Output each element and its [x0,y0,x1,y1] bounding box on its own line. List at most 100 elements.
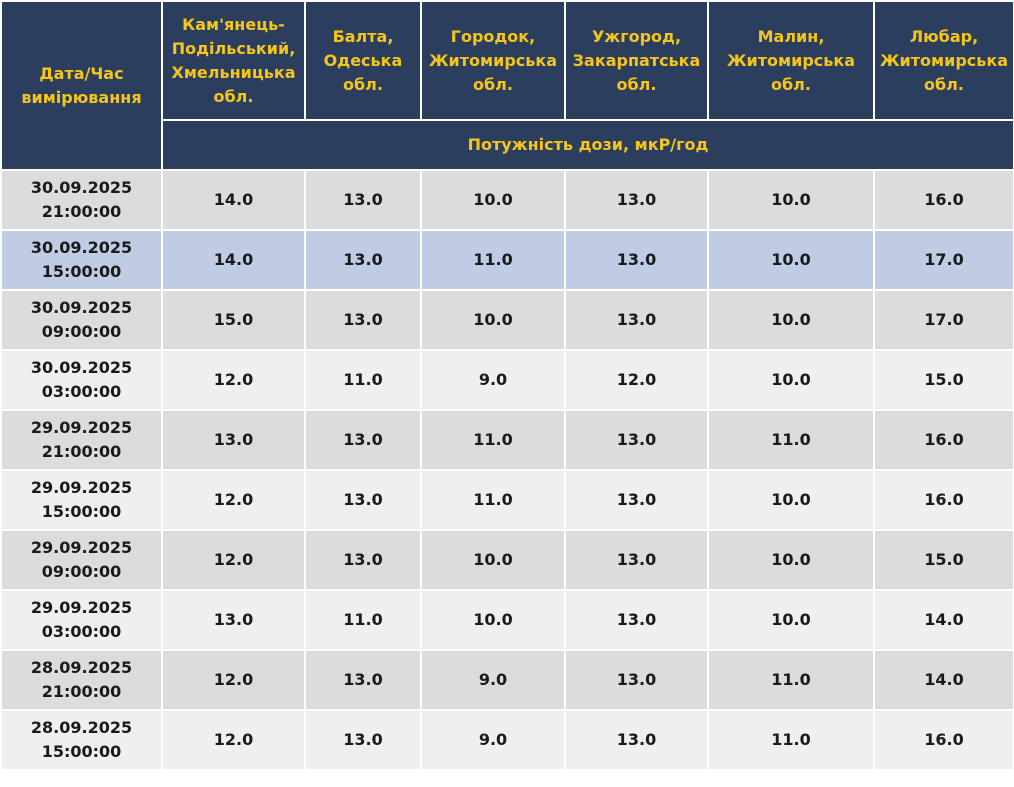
time-text: 21:00:00 [41,442,122,461]
time-text: 09:00:00 [41,562,122,581]
header-row: Дата/Час вимірювання Кам'янець-Подільськ… [0,0,1014,171]
dose-value-cell: 13.0 [564,529,709,591]
dose-value-cell: 16.0 [873,469,1014,531]
dose-value-cell: 9.0 [420,649,566,711]
datetime-cell: 30.09.2025 09:00:00 [0,289,163,351]
dose-value-cell: 16.0 [873,169,1014,231]
time-text: 21:00:00 [41,682,122,701]
dose-value-cell: 13.0 [564,589,709,651]
datetime-cell: 29.09.2025 03:00:00 [0,589,163,651]
dose-value-cell: 13.0 [564,469,709,531]
dose-value-cell: 12.0 [564,349,709,411]
dose-value-cell: 13.0 [161,589,306,651]
dose-value-cell: 16.0 [873,709,1014,771]
dose-value-cell: 13.0 [304,289,422,351]
radiation-table: Дата/Час вимірювання Кам'янець-Подільськ… [0,0,1014,771]
dose-value-cell: 14.0 [161,169,306,231]
date-text: 29.09.2025 [30,478,133,497]
dose-value-cell: 13.0 [564,409,709,471]
table-row: 28.09.2025 21:00:00 12.0 13.0 9.0 13.0 11.0 14.… [0,649,1014,711]
dose-value-cell: 9.0 [420,349,566,411]
dose-value-cell: 13.0 [304,709,422,771]
table-row: 29.09.2025 09:00:00 12.0 13.0 10.0 13.0 10.0 15… [0,529,1014,591]
datetime-cell: 29.09.2025 21:00:00 [0,409,163,471]
date-text: 30.09.2025 [30,358,133,377]
dose-value-cell: 10.0 [420,169,566,231]
dose-value-cell: 11.0 [420,229,566,291]
table-row: 30.09.2025 09:00:00 15.0 13.0 10.0 13.0 10.0 17… [0,289,1014,351]
table-row: 29.09.2025 15:00:00 12.0 13.0 11.0 13.0 10.0 16… [0,469,1014,531]
date-text: 29.09.2025 [30,418,133,437]
dose-value-cell: 13.0 [304,469,422,531]
dose-value-cell: 15.0 [161,289,306,351]
units-row: Потужність дози, мкР/год [1,119,1014,171]
dose-value-cell: 13.0 [304,229,422,291]
dose-value-cell: 13.0 [564,169,709,231]
datetime-cell: 28.09.2025 21:00:00 [0,649,163,711]
station-header: Кам'янець-Подільський, Хмельницька обл. [161,0,306,121]
units-header: Потужність дози, мкР/год [161,119,1014,171]
dose-value-cell: 9.0 [420,709,566,771]
time-text: 15:00:00 [41,742,122,761]
datetime-cell: 29.09.2025 09:00:00 [0,529,163,591]
dose-value-cell: 11.0 [707,709,875,771]
time-text: 15:00:00 [41,502,122,521]
time-text: 03:00:00 [41,382,122,401]
dose-value-cell: 10.0 [707,529,875,591]
dose-value-cell: 13.0 [161,409,306,471]
date-text: 29.09.2025 [30,598,133,617]
dose-value-cell: 10.0 [420,529,566,591]
dose-value-cell: 16.0 [873,409,1014,471]
time-text: 09:00:00 [41,322,122,341]
table-row: 30.09.2025 21:00:00 14.0 13.0 10.0 13.0 10.0 16… [0,169,1014,231]
table-row: 29.09.2025 21:00:00 13.0 13.0 11.0 13.0 11.0 16… [0,409,1014,471]
station-header: Любар, Житомирська обл. [873,0,1014,121]
dose-value-cell: 13.0 [304,409,422,471]
datetime-cell: 29.09.2025 15:00:00 [0,469,163,531]
dose-value-cell: 11.0 [420,469,566,531]
table-header: Дата/Час вимірювання Кам'янець-Подільськ… [0,0,1014,171]
station-header: Городок, Житомирська обл. [420,0,566,121]
table-row: 30.09.2025 15:00:00 14.0 13.0 11.0 13.0 10.0 17… [0,229,1014,291]
dose-value-cell: 13.0 [304,169,422,231]
date-text: 30.09.2025 [30,298,133,317]
date-text: 29.09.2025 [30,538,133,557]
dose-value-cell: 10.0 [420,289,566,351]
dose-value-cell: 11.0 [707,409,875,471]
dose-value-cell: 11.0 [420,409,566,471]
station-header: Малин, Житомирська обл. [707,0,875,121]
dose-value-cell: 12.0 [161,529,306,591]
table-row: 29.09.2025 03:00:00 13.0 11.0 10.0 13.0 10.0 14… [0,589,1014,651]
dose-value-cell: 10.0 [707,229,875,291]
datetime-cell: 30.09.2025 21:00:00 [0,169,163,231]
dose-value-cell: 10.0 [707,349,875,411]
date-text: 28.09.2025 [30,658,133,677]
dose-value-cell: 14.0 [161,229,306,291]
datetime-cell: 30.09.2025 03:00:00 [0,349,163,411]
dose-value-cell: 11.0 [707,649,875,711]
dose-value-cell: 10.0 [707,169,875,231]
dose-value-cell: 10.0 [707,289,875,351]
date-text: 28.09.2025 [30,718,133,737]
station-header: Балта, Одеська обл. [304,0,422,121]
date-text: 30.09.2025 [30,238,133,257]
dose-value-cell: 13.0 [564,649,709,711]
dose-value-cell: 13.0 [304,649,422,711]
dose-value-cell: 10.0 [420,589,566,651]
station-header: Ужгород, Закарпатська обл. [564,0,709,121]
time-text: 21:00:00 [41,202,122,221]
dose-value-cell: 11.0 [304,589,422,651]
dose-value-cell: 17.0 [873,289,1014,351]
dose-value-cell: 13.0 [564,289,709,351]
dose-value-cell: 15.0 [873,529,1014,591]
datetime-cell: 30.09.2025 15:00:00 [0,229,163,291]
time-text: 03:00:00 [41,622,122,641]
dose-value-cell: 13.0 [304,529,422,591]
dose-value-cell: 12.0 [161,709,306,771]
datetime-cell: 28.09.2025 15:00:00 [0,709,163,771]
table-row: 28.09.2025 15:00:00 12.0 13.0 9.0 13.0 11.0 16.… [0,709,1014,771]
dose-value-cell: 12.0 [161,469,306,531]
table-body: 30.09.2025 21:00:00 14.0 13.0 10.0 13.0 10.0 16… [0,169,1014,771]
dose-value-cell: 11.0 [304,349,422,411]
dose-value-cell: 14.0 [873,589,1014,651]
